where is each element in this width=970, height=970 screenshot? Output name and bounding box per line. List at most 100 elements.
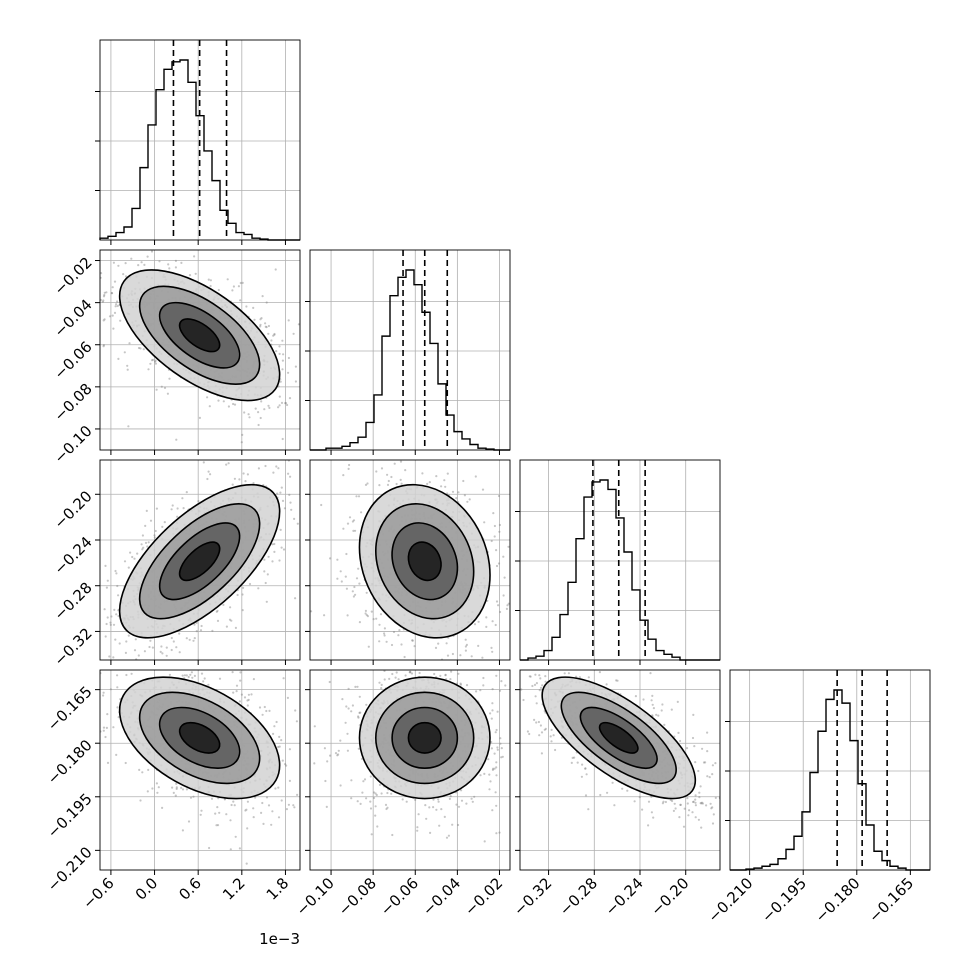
contour-level-2: [374, 691, 475, 785]
x-tick-label-2-1: −0.28: [556, 874, 601, 919]
contour-level-1: [579, 706, 658, 770]
x-tick-label-1-2: −0.06: [377, 874, 422, 919]
marginal-frame-2: [519, 459, 721, 661]
contour-level-2: [560, 691, 677, 785]
y-tick-label-3-1: −0.180: [44, 736, 96, 788]
contour-level-0: [598, 721, 639, 754]
x-tick-label-0-0: −0.6: [79, 874, 117, 912]
contours-1-2: [358, 483, 491, 639]
contour-level-2: [138, 503, 261, 620]
contour-level-0: [178, 318, 221, 353]
x-tick-label-2-3: −0.20: [647, 874, 692, 919]
y-tick-label-2-2: −0.24: [50, 533, 95, 578]
x-tick-label-1-0: −0.10: [293, 874, 338, 919]
density-fill-0-1: [119, 269, 280, 401]
x-tick-label-1-1: −0.08: [335, 874, 380, 919]
marginal-frame-0: [99, 39, 301, 241]
histogram-1: [310, 269, 510, 451]
x-tick-label-3-0: −0.165: [865, 874, 917, 926]
joint-panel-1-2: [305, 459, 511, 665]
joint-panel-2-3: [515, 669, 721, 875]
joint-frame-0-3: [99, 669, 301, 871]
contours-0-2: [118, 483, 281, 639]
joint-panel-1-3: [305, 669, 511, 875]
contour-level-2: [138, 285, 261, 386]
joint-frame-1-3: [309, 669, 511, 871]
x-tick-label-0-3: 1.2: [219, 874, 249, 904]
histogram-0: [99, 59, 300, 241]
y-tick-label-3-0: −0.165: [44, 683, 96, 735]
joint-frame-2-3: [519, 669, 721, 871]
histogram-2: [520, 479, 720, 661]
density-fill-2-3: [542, 677, 696, 799]
marginal-panel-3: [725, 669, 931, 875]
joint-panel-0-3: [95, 669, 301, 875]
panels-layer: [95, 39, 931, 875]
joint-content-0-1: [100, 250, 300, 450]
contours-0-1: [118, 269, 281, 402]
contours-2-3: [541, 676, 697, 800]
y-tick-label-1-2: −0.06: [50, 338, 95, 383]
density-fill-0-3: [119, 677, 280, 799]
joint-frame-1-2: [309, 459, 511, 661]
joint-panel-0-1: [95, 249, 301, 455]
joint-content-1-3: [310, 670, 510, 870]
contour-level-3: [541, 676, 697, 800]
x-tick-label-0-2: 0.6: [175, 874, 205, 904]
y-tick-label-1-0: −0.10: [50, 422, 95, 467]
joint-frame-0-2: [99, 459, 301, 661]
contour-level-1: [158, 706, 241, 770]
marginal-frame-3: [729, 669, 931, 871]
contour-level-0: [178, 541, 221, 582]
y-tick-label-1-3: −0.04: [50, 296, 95, 341]
contour-level-0: [407, 721, 442, 754]
x-tick-label-2-0: −0.32: [510, 874, 555, 919]
contours-1-3: [358, 676, 491, 800]
density-fill-0-2: [119, 484, 280, 638]
contour-level-1: [391, 706, 459, 770]
x-tick-label-3-2: −0.195: [758, 874, 810, 926]
y-tick-label-2-3: −0.20: [50, 487, 95, 532]
contour-level-0: [407, 541, 442, 582]
x-tick-label-0-4: 1.8: [263, 874, 293, 904]
contour-level-2: [374, 503, 475, 620]
contour-level-1: [158, 522, 241, 601]
marginal-panel-0: [95, 39, 301, 245]
density-fill-1-3: [359, 677, 490, 799]
marginal-panel-1: [305, 249, 511, 455]
histogram-3: [730, 689, 930, 871]
y-tick-label-2-0: −0.32: [50, 624, 95, 669]
y-tick-label-3-2: −0.195: [44, 790, 96, 842]
contour-level-3: [118, 676, 281, 800]
contour-level-1: [391, 522, 459, 601]
joint-content-0-3: [100, 670, 300, 870]
y-tick-label-2-1: −0.28: [50, 579, 95, 624]
x-tick-label-1-4: −0.02: [461, 874, 506, 919]
joint-panel-0-2: [95, 459, 301, 665]
contour-level-0: [178, 721, 221, 754]
contour-level-1: [158, 301, 241, 369]
x-offset-label: 1e−3: [259, 930, 300, 948]
marginal-panel-2: [515, 459, 721, 665]
y-tick-label-1-1: −0.08: [50, 380, 95, 425]
y-tick-label-1-4: −0.02: [50, 253, 95, 298]
joint-frame-0-1: [99, 249, 301, 451]
joint-content-0-2: [100, 460, 300, 660]
contour-level-2: [138, 691, 261, 785]
joint-content-1-2: [310, 460, 510, 660]
joint-content-2-3: [520, 670, 720, 870]
marginal-frame-1: [309, 249, 511, 451]
x-tick-label-3-1: −0.180: [812, 874, 864, 926]
y-tick-label-3-3: −0.210: [44, 843, 96, 895]
contour-level-3: [118, 483, 281, 639]
x-tick-label-1-3: −0.04: [419, 874, 464, 919]
x-tick-label-3-3: −0.210: [704, 874, 756, 926]
x-tick-label-2-2: −0.24: [602, 874, 647, 919]
x-tick-label-0-1: 0.0: [132, 874, 162, 904]
contours-0-3: [118, 676, 281, 800]
contour-level-3: [118, 269, 281, 402]
contour-level-3: [358, 483, 491, 639]
contour-level-3: [358, 676, 491, 800]
density-fill-1-2: [359, 484, 491, 638]
